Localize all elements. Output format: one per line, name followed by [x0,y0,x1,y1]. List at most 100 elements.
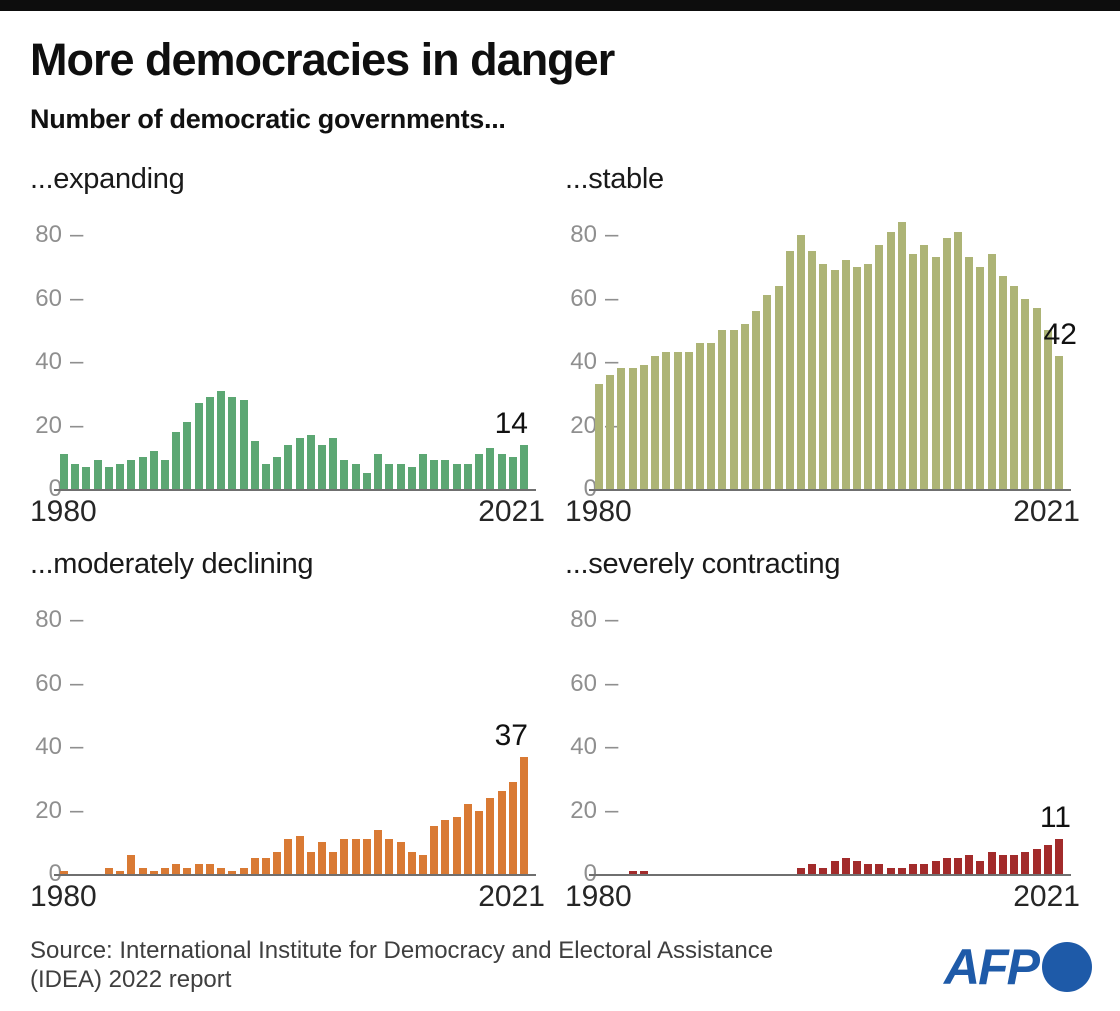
bar-2010 [931,861,940,874]
y-tick-label: 0 [30,475,62,503]
bar-2017 [475,810,484,874]
bar-2000 [819,867,828,874]
bar-2003 [318,444,327,489]
bar-1989 [695,342,704,489]
y-tick-label: 20 [570,796,597,824]
bar-2008 [909,254,918,489]
bar-2014 [441,460,450,489]
bar-2020 [508,781,517,874]
bar-1997 [250,441,259,489]
bar-2004 [329,438,338,489]
bar-2009 [385,839,394,874]
bar-2015 [452,463,461,489]
chart-title: ...severely contracting [565,548,841,580]
page-title: More democracies in danger [30,34,615,85]
bar-2000 [284,839,293,874]
bar-2002 [841,858,850,874]
bar-2002 [306,435,315,489]
bar-1999 [808,250,817,489]
bar-1985 [116,870,125,874]
bar-2007 [362,473,371,489]
y-tick-dash: – [70,733,84,760]
bar-2012 [419,854,427,874]
bar-1992 [194,403,203,489]
bar-2018 [486,797,495,874]
bar-1988 [149,870,158,874]
bar-2018 [1021,298,1030,489]
bar-2005 [875,244,884,489]
x-axis-start-label: 1980 [565,495,632,528]
y-tick-label: 40 [35,348,62,375]
y-tick-label: 0 [30,860,62,888]
bar-2001 [295,835,304,874]
bar-2005 [875,864,884,874]
bar-2019 [1032,308,1041,489]
bar-2020 [508,457,517,489]
afp-logo-circle-icon [1042,942,1092,992]
bar-2020 [1043,845,1052,874]
bar-2015 [987,254,996,489]
bar-2011 [942,858,951,874]
bar-1999 [808,864,817,874]
bar-1998 [261,858,270,874]
bar-1997 [250,858,259,874]
bar-1989 [160,867,169,874]
y-tick-dash: – [70,796,84,824]
bar-1991 [183,422,192,489]
bar-1984 [104,867,113,874]
y-tick-dash: – [70,284,84,312]
bar-2006 [351,839,360,874]
x-axis-line [589,489,1071,491]
bar-1992 [729,330,738,489]
bar-1983 [93,460,102,489]
x-axis-end-label: 2021 [1013,495,1080,528]
chart-title: ...moderately declining [30,548,314,580]
bar-2010 [931,257,940,489]
bar-2020 [1043,330,1052,489]
y-tick-dash: – [605,733,619,760]
bar-2002 [841,260,850,489]
chart-moderately-declining: ...moderately declining020–40–60–80–1980… [30,548,545,913]
bar-1990 [172,864,181,874]
bar-2009 [385,463,394,489]
end-value-label: 11 [1039,801,1071,835]
y-tick-label: 60 [570,284,597,312]
bar-1987 [138,867,147,874]
bar-2019 [497,454,506,489]
bar-2015 [987,851,996,874]
bar-1986 [127,460,136,489]
bar-2003 [318,842,327,874]
bar-2004 [329,851,338,874]
bar-2008 [374,454,383,489]
bar-1994 [217,867,226,874]
y-tick-label: 20 [35,796,62,824]
bar-1981 [71,463,80,489]
bar-1998 [261,463,270,489]
bar-2008 [909,864,918,874]
bar-1987 [138,457,147,489]
bar-2015 [452,816,461,874]
bar-1980 [60,454,68,489]
bar-2004 [864,263,873,489]
y-tick-dash: – [605,284,619,312]
x-axis-end-label: 2021 [478,880,545,913]
bar-2014 [976,266,985,489]
bar-2013 [430,460,439,489]
bar-1980 [595,384,603,489]
bar-1990 [707,342,716,489]
bar-1987 [673,352,682,489]
bar-2005 [340,460,349,489]
bar-1995 [228,396,237,489]
bar-1998 [796,235,805,489]
bar-1982 [617,368,626,489]
bar-2019 [1032,848,1041,874]
bar-2006 [351,463,360,489]
x-axis-start-label: 1980 [30,495,97,528]
source-line-2: (IDEA) 2022 report [30,966,232,993]
chart-title: ...expanding [30,163,185,195]
bars-area [60,203,528,489]
bars-area [595,588,1063,874]
bars-area [595,203,1063,489]
